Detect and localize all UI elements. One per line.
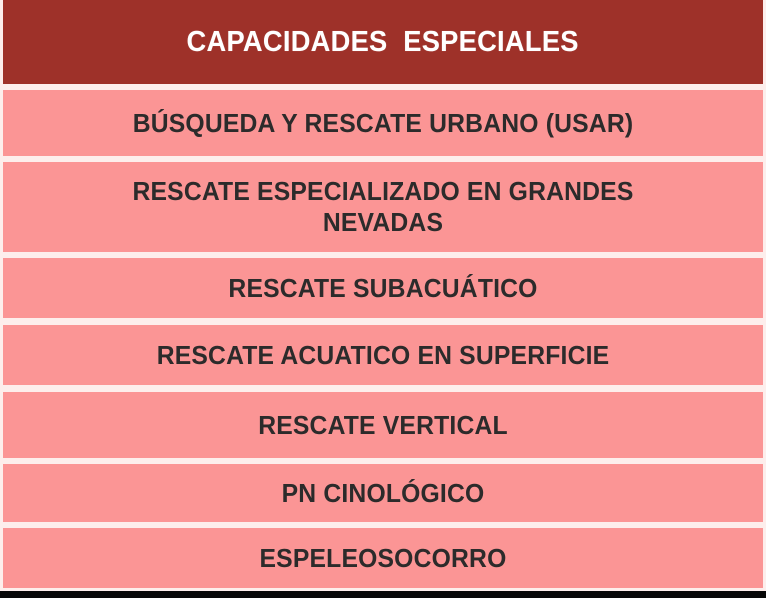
table-row: RESCATE ESPECIALIZADO EN GRANDES NEVADAS (3, 162, 763, 252)
table-row-label: BÚSQUEDA Y RESCATE URBANO (USAR) (132, 107, 634, 138)
table-row-label: RESCATE VERTICAL (258, 409, 508, 440)
table-header-band: CAPACIDADES ESPECIALES (3, 0, 763, 84)
table-row: BÚSQUEDA Y RESCATE URBANO (USAR) (3, 90, 763, 156)
table-row: RESCATE SUBACUÁTICO (3, 258, 763, 318)
bottom-dark-strip (0, 591, 766, 598)
table-row: RESCATE ACUATICO EN SUPERFICIE (3, 325, 763, 385)
table-row-label: RESCATE SUBACUÁTICO (228, 272, 538, 303)
table-row: ESPELEOSOCORRO (3, 528, 763, 588)
table-row-label: PN CINOLÓGICO (281, 477, 485, 508)
table-row-label: ESPELEOSOCORRO (259, 542, 507, 573)
left-edge-strip (0, 0, 3, 598)
table-row: PN CINOLÓGICO (3, 464, 763, 522)
table-row: RESCATE VERTICAL (3, 392, 763, 458)
table-row-label: RESCATE ESPECIALIZADO EN GRANDES NEVADAS (132, 176, 634, 237)
page-title: CAPACIDADES ESPECIALES (186, 25, 580, 58)
right-edge-strip (763, 0, 766, 598)
table-row-label: RESCATE ACUATICO EN SUPERFICIE (156, 339, 610, 370)
